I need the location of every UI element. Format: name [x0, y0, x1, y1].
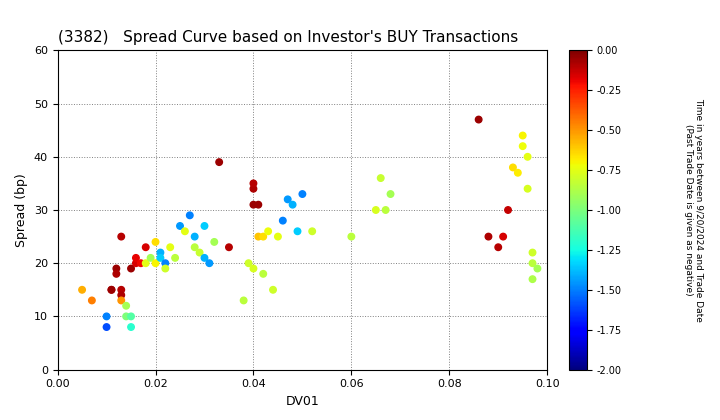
- Point: [384, 191, 396, 197]
- Point: [253, 201, 264, 208]
- Point: [517, 132, 528, 139]
- Point: [243, 260, 254, 267]
- Point: [522, 185, 534, 192]
- Point: [160, 260, 171, 267]
- Point: [282, 196, 294, 203]
- Point: [164, 244, 176, 251]
- Point: [503, 207, 514, 213]
- Point: [277, 217, 289, 224]
- Point: [125, 324, 137, 331]
- Point: [527, 249, 539, 256]
- Point: [115, 297, 127, 304]
- Point: [527, 260, 539, 267]
- Point: [253, 233, 264, 240]
- X-axis label: DV01: DV01: [286, 395, 319, 408]
- Point: [262, 228, 274, 235]
- Point: [169, 255, 181, 261]
- Point: [287, 201, 298, 208]
- Point: [140, 244, 151, 251]
- Point: [267, 286, 279, 293]
- Point: [189, 233, 200, 240]
- Point: [297, 191, 308, 197]
- Point: [179, 228, 191, 235]
- Point: [150, 239, 161, 245]
- Point: [76, 286, 88, 293]
- Point: [531, 265, 543, 272]
- Point: [120, 313, 132, 320]
- Point: [194, 249, 205, 256]
- Point: [248, 201, 259, 208]
- Point: [155, 255, 166, 261]
- Point: [120, 302, 132, 309]
- Point: [111, 270, 122, 277]
- Point: [106, 286, 117, 293]
- Point: [199, 255, 210, 261]
- Point: [248, 265, 259, 272]
- Point: [204, 260, 215, 267]
- Point: [507, 164, 518, 171]
- Point: [115, 292, 127, 299]
- Point: [473, 116, 485, 123]
- Point: [272, 233, 284, 240]
- Point: [258, 233, 269, 240]
- Point: [199, 223, 210, 229]
- Point: [174, 223, 186, 229]
- Point: [150, 260, 161, 267]
- Point: [184, 212, 196, 219]
- Point: [135, 260, 147, 267]
- Point: [213, 159, 225, 165]
- Point: [111, 265, 122, 272]
- Point: [258, 270, 269, 277]
- Text: (3382)   Spread Curve based on Investor's BUY Transactions: (3382) Spread Curve based on Investor's …: [58, 30, 518, 45]
- Point: [125, 265, 137, 272]
- Point: [115, 286, 127, 293]
- Point: [101, 313, 112, 320]
- Point: [106, 286, 117, 293]
- Point: [512, 169, 523, 176]
- Point: [209, 239, 220, 245]
- Y-axis label: Spread (bp): Spread (bp): [15, 173, 28, 247]
- Point: [130, 260, 142, 267]
- Point: [248, 180, 259, 187]
- Point: [125, 313, 137, 320]
- Point: [292, 228, 303, 235]
- Point: [160, 265, 171, 272]
- Point: [223, 244, 235, 251]
- Point: [86, 297, 98, 304]
- Point: [248, 185, 259, 192]
- Point: [140, 260, 151, 267]
- Point: [375, 175, 387, 181]
- Point: [238, 297, 249, 304]
- Point: [380, 207, 392, 213]
- Point: [307, 228, 318, 235]
- Point: [115, 233, 127, 240]
- Point: [101, 324, 112, 331]
- Point: [492, 244, 504, 251]
- Point: [522, 153, 534, 160]
- Point: [130, 255, 142, 261]
- Point: [346, 233, 357, 240]
- Point: [482, 233, 494, 240]
- Point: [145, 255, 156, 261]
- Point: [498, 233, 509, 240]
- Point: [370, 207, 382, 213]
- Point: [155, 249, 166, 256]
- Y-axis label: Time in years between 9/20/2024 and Trade Date
(Past Trade Date is given as nega: Time in years between 9/20/2024 and Trad…: [684, 98, 703, 322]
- Point: [189, 244, 200, 251]
- Point: [527, 276, 539, 283]
- Point: [517, 143, 528, 150]
